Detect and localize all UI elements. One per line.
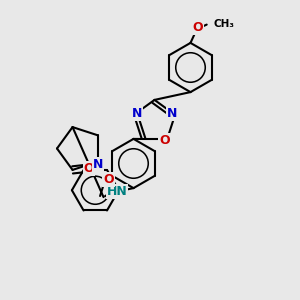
Text: O: O: [160, 134, 170, 147]
Text: O: O: [192, 21, 203, 34]
Text: CH₃: CH₃: [213, 19, 234, 29]
Text: N: N: [92, 158, 103, 171]
Text: N: N: [132, 107, 142, 120]
Text: O: O: [103, 172, 114, 186]
Text: HN: HN: [106, 184, 128, 198]
Text: O: O: [84, 162, 94, 175]
Text: N: N: [167, 107, 177, 120]
